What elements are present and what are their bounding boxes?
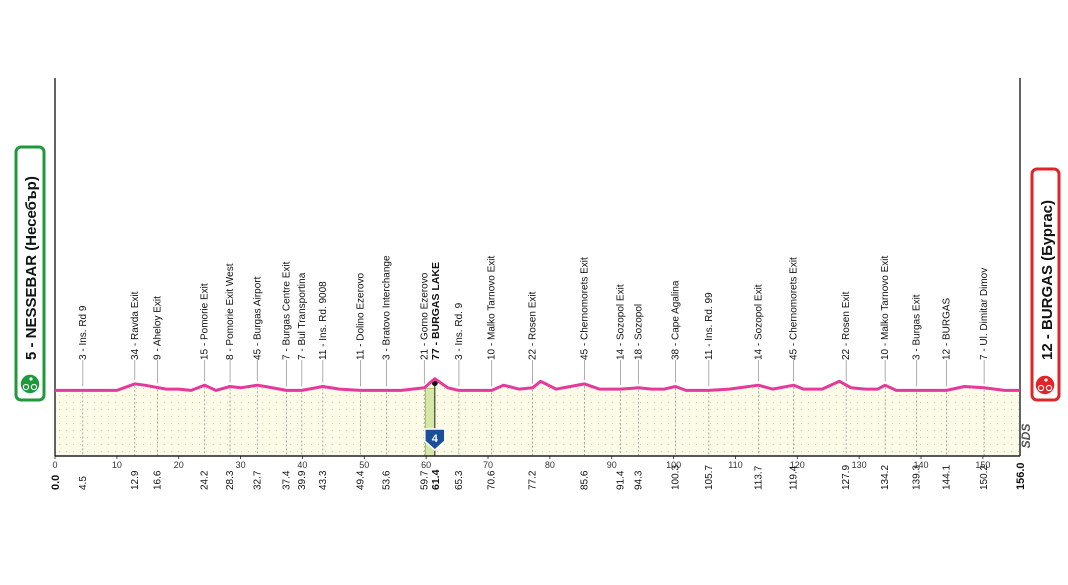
x-axis-tick-label: 10 xyxy=(112,460,122,470)
waypoint-label: 14 - Sozopol Exit xyxy=(615,284,626,360)
waypoint-lines-layer xyxy=(54,78,1021,456)
waypoint-km-label: 12.9 xyxy=(130,470,141,490)
waypoint-km-label: 100.3 xyxy=(670,465,681,490)
waypoint-km-label: 150.2 xyxy=(979,465,990,490)
waypoint-label: 22 - Rosen Exit xyxy=(528,291,539,360)
waypoint-label: 3 - Bratovo Interchange xyxy=(382,255,393,360)
waypoint-km-label: 24.2 xyxy=(200,470,211,490)
x-axis-tick-label: 100 xyxy=(666,460,681,470)
start-label-box xyxy=(14,145,46,402)
finish-km-label: 156.0 xyxy=(1015,462,1027,490)
waypoint-km-label: 139.3 xyxy=(912,465,923,490)
x-axis-tick-label: 130 xyxy=(852,460,867,470)
waypoint-label: 10 - Malko Tarnovo Exit xyxy=(880,255,891,360)
x-axis-tick-label: 150 xyxy=(975,460,990,470)
waypoint-km-label: 144.1 xyxy=(941,465,952,490)
waypoint-label: 22 - Rosen Exit xyxy=(841,291,852,360)
start-finish-layer: 5 - NESSEBAR (Несебър) 12 - BURGAS (Бурга… xyxy=(14,145,1061,402)
x-axis-tick-label: 70 xyxy=(483,460,493,470)
waypoint-km-label: 4.5 xyxy=(78,476,89,490)
waypoint-label: 38 - Cape Agalina xyxy=(670,280,681,360)
waypoint-label: 45 - Chernomorets Exit xyxy=(580,257,591,360)
waypoint-km-label: 59.7 xyxy=(419,470,430,490)
waypoint-km-label: 39.9 xyxy=(297,470,308,490)
waypoint-km-label: 70.6 xyxy=(487,470,498,490)
waypoint-km-label: 127.9 xyxy=(841,465,852,490)
waypoint-label: 11 - Ins. Rd. 99 xyxy=(704,292,715,360)
waypoint-km-label: 134.2 xyxy=(880,465,891,490)
waypoint-label: 12 - BURGAS xyxy=(941,297,952,360)
waypoint-km-label: 53.6 xyxy=(382,470,393,490)
waypoint-label: 15 - Pomorie Exit xyxy=(200,283,211,360)
x-axis-tick-label: 0 xyxy=(52,460,57,470)
finish-label-text: 12 - BURGAS (Бургас) xyxy=(1039,200,1056,360)
waypoint-label: 18 - Sozopol xyxy=(633,304,644,360)
waypoint-label: 21 - Gorno Ezerovo xyxy=(419,272,430,360)
waypoint-label: 8 - Pomorie Exit West xyxy=(225,263,236,360)
sprint-badge-number: 4 xyxy=(432,433,439,445)
waypoint-km-label: 85.6 xyxy=(580,470,591,490)
start-label-text: 5 - NESSEBAR (Несебър) xyxy=(23,176,40,360)
sprint-badge-icon xyxy=(424,428,446,452)
waypoint-label: 9 - Aheloy Exit xyxy=(153,296,164,360)
sprint-km-label: 61.4 xyxy=(430,469,442,490)
waypoint-label: 7 - Bul Transportina xyxy=(297,272,308,360)
x-axis-tick-label: 140 xyxy=(914,460,929,470)
waypoint-km-label: 113.7 xyxy=(753,465,764,490)
waypoint-label: 3 - Ins. Rd. 9 xyxy=(454,302,465,360)
sds-watermark: SDS xyxy=(1019,424,1033,449)
sprint-label: 77 - BURGAS LAKE xyxy=(430,262,442,360)
finish-bike-wheel-icon xyxy=(1045,384,1053,392)
profile-line-layer: 4 xyxy=(55,377,1020,452)
waypoint-km-label: 28.3 xyxy=(225,470,236,490)
x-axis-tick-label: 120 xyxy=(790,460,805,470)
waypoint-label: 7 - Burgas Centre Exit xyxy=(281,261,292,360)
x-axis-tick-label: 40 xyxy=(297,460,307,470)
x-axis-tick-label: 110 xyxy=(728,460,742,470)
x-axis-tick-label: 60 xyxy=(421,460,431,470)
x-axis-tick-label: 90 xyxy=(607,460,617,470)
x-axis-tick-label: 80 xyxy=(545,460,555,470)
waypoint-km-label: 49.4 xyxy=(356,470,367,490)
x-axis-layer: 0 10 20 30 40 50 60 70 80 90 100 110 120 130 140 150 SDS xyxy=(52,424,1033,470)
waypoint-label: 34 - Ravda Exit xyxy=(130,291,141,360)
waypoint-label: 45 - Burgas Airport xyxy=(252,276,263,360)
waypoint-label: 14 - Sozopol Exit xyxy=(753,284,764,360)
finish-bike-wheel-icon xyxy=(1037,384,1045,392)
start-km-label: 0.0 xyxy=(50,475,62,490)
waypoint-km-label: 77.2 xyxy=(528,470,539,490)
profile-line xyxy=(55,377,1020,392)
waypoint-label: 3 - Burgas Exit xyxy=(912,294,923,360)
profile-area xyxy=(55,378,1020,456)
waypoint-km-label: 65.3 xyxy=(454,470,465,490)
waypoint-label: 10 - Malko Tarnovo Exit xyxy=(487,255,498,360)
waypoint-label: 3 - Ins. Rd 9 xyxy=(78,305,89,360)
waypoint-km-label: 105.7 xyxy=(704,465,715,490)
x-axis-tick-label: 50 xyxy=(359,460,369,470)
waypoint-label: 11 - Dolino Ezerovo xyxy=(356,272,367,360)
waypoint-km-label: 94.3 xyxy=(633,470,644,490)
x-axis-tick-label: 20 xyxy=(174,460,184,470)
waypoint-km-label: 16.6 xyxy=(153,470,164,490)
waypoint-label: 11 - Ins. Rd. 9008 xyxy=(318,281,329,360)
waypoint-km-label: 43.3 xyxy=(318,470,329,490)
start-bike-wheel-icon xyxy=(22,383,30,391)
start-rider-head-icon xyxy=(29,377,33,381)
waypoint-km-label: 37.4 xyxy=(281,470,292,490)
waypoint-km-label: 91.4 xyxy=(615,470,626,490)
waypoint-km-label: 119.4 xyxy=(789,465,800,490)
start-cyclist-icon xyxy=(19,373,41,395)
waypoint-labels-layer: 3 - Ins. Rd 9 4.5 34 - Ravda Exit 12.9 9 - A… xyxy=(50,255,1027,490)
x-axis-tick-label: 30 xyxy=(236,460,246,470)
finish-label-box xyxy=(1030,167,1061,402)
start-bike-wheel-icon xyxy=(30,383,38,391)
finish-rider-head-icon xyxy=(1044,378,1048,382)
waypoint-km-label: 32.7 xyxy=(252,470,263,490)
waypoint-label: 45 - Chernomorets Exit xyxy=(789,257,800,360)
finish-cyclist-icon xyxy=(1034,374,1056,396)
waypoint-label: 7 - Ul. Dimitar Dimov xyxy=(979,268,990,360)
